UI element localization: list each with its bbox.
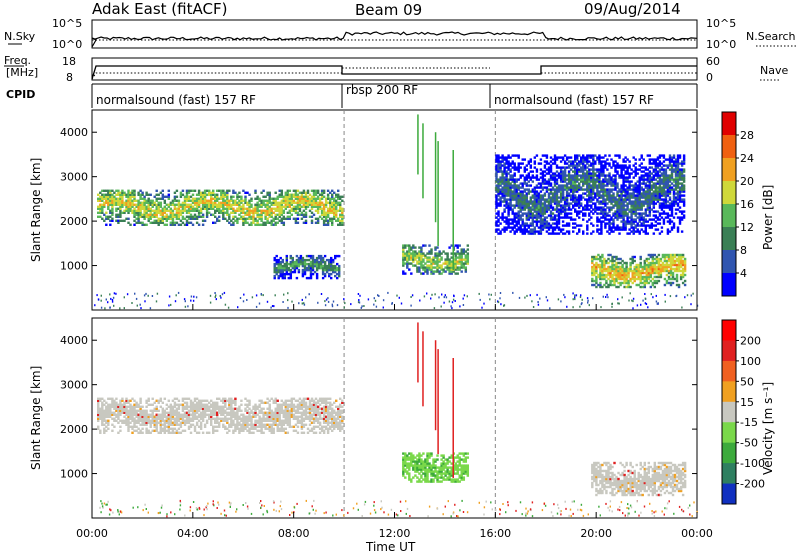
nsky-panel-frame [91,19,698,49]
colorbar-tick-label: 50 [740,375,754,388]
nsearch-label: N.Search [746,30,796,43]
echo-region-main_echo [97,189,344,226]
y-tick-label: 1000 [60,260,88,273]
nave-label: Nave [760,64,788,77]
y-tick-label: 1000 [60,468,88,481]
x-tick-label: 16:00 [479,527,511,540]
cpid-label: CPID [6,88,35,101]
x-axis-label: Time UT [365,540,416,554]
freq-tick-low: 8 [66,71,73,84]
near-range-noise [99,499,698,518]
x-tick-label: 00:00 [76,527,108,540]
echo-region-mid_echo [402,244,470,275]
colorbar-tick-label: 16 [740,198,754,211]
power-colorbar-label: Power [dB] [761,185,775,250]
echo-region-ground_scatter_late [591,461,687,497]
colorbar-tick-label: 8 [740,244,747,257]
x-tick-label: 12:00 [379,527,411,540]
x-tick-label: 04:00 [177,527,209,540]
nsky-tick-high: 10^5 [52,17,82,30]
colorbar-tick-label: 24 [740,152,754,165]
freq-trace [91,65,697,80]
x-tick-label: 00:00 [681,527,713,540]
velocity-colorbar-label: Velocity [m s⁻¹] [761,382,775,475]
y-tick-label: 2000 [60,423,88,436]
y-tick-label: 4000 [60,126,88,139]
nsearch-tick-high: 10^5 [706,17,736,30]
colorbar-tick-label: 200 [740,334,761,347]
echo-region-upper_late_echo [495,154,686,235]
colorbar-tick-label: 20 [740,175,754,188]
x-tick-label: 08:00 [278,527,310,540]
colorbar-tick-label: 4 [740,267,747,280]
colorbar-tick-label: -50 [740,437,758,450]
colorbar-tick-label: -100 [740,457,765,470]
echo-region-ionospheric_mid [402,452,470,483]
y-tick-label: 4000 [60,334,88,347]
power-y-label: Slant Range [km] [29,158,43,262]
x-axis-ticks: 00:00 04:00 08:00 12:00 16:00 20:00 00:00 [76,304,713,540]
freq-label-line1: Freq. [4,54,31,67]
nsearch-tick-low: 10^0 [706,38,736,51]
cpid-segment-2: rbsp 200 RF [346,83,418,97]
near-range-noise [94,291,699,310]
colorbar-tick-label: 28 [740,129,754,142]
nave-tick-low: 0 [706,71,713,84]
colorbar-tick-label: 12 [740,221,754,234]
station-title: Adak East (fitACF) [92,0,227,18]
x-tick-label: 20:00 [580,527,612,540]
echo-region-low_echo [273,254,341,280]
vertical-streaks [417,114,454,270]
freq-panel-frame [91,57,698,81]
nsky-tick-low: 10^0 [52,38,82,51]
y-tick-label: 3000 [60,379,88,392]
colorbar: 4 8 12 16 20 24 28 [721,111,754,297]
colorbar-tick-label: -15 [740,416,758,429]
cpid-segment-1: normalsound (fast) 157 RF [96,93,256,107]
nave-trace [91,67,697,80]
freq-label-line2: [MHz] [6,66,38,79]
colorbar-tick-label: -200 [740,478,765,491]
colorbar: 200 100 50 15 -15 -50 -100 -200 [721,319,765,505]
echo-region-ground_scatter_main [97,397,344,434]
nave-tick-high: 60 [706,55,720,68]
vertical-streaks [417,322,454,478]
velocity-panel: 1000 2000 3000 4000 200 100 50 15 -15 -50 -100 -200 [60,317,765,519]
nsky-label: N.Sky [4,30,36,43]
cpid-segment-3: normalsound (fast) 157 RF [494,93,654,107]
velocity-y-label: Slant Range [km] [29,366,43,470]
power-panel: 1000 2000 3000 4000 4 8 12 16 20 24 28 [60,109,754,311]
colorbar-tick-label: 100 [740,355,761,368]
colorbar-tick-label: 15 [740,396,754,409]
freq-tick-high: 18 [62,55,76,68]
beam-title: Beam 09 [355,1,422,19]
y-tick-label: 2000 [60,215,88,228]
y-tick-label: 3000 [60,171,88,184]
echo-region-late_echo [591,253,687,289]
date-title: 09/Aug/2014 [584,0,681,18]
